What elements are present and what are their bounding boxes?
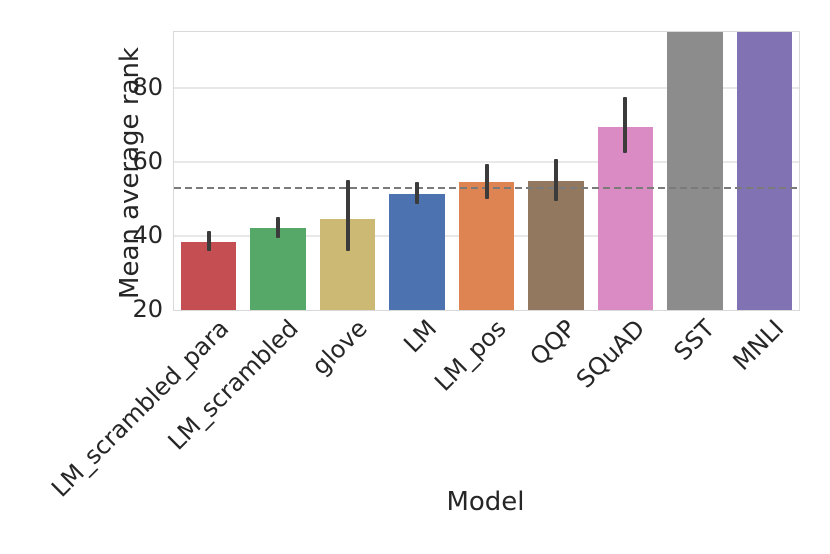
bar-MNLI (736, 32, 793, 310)
x-tick-label-SST: SST (668, 314, 720, 367)
x-tick-label-glove: glove (306, 314, 373, 381)
bar-LM_pos (458, 182, 515, 310)
error-bar-LM_scrambled (276, 216, 281, 239)
error-bar-SQuAD (623, 96, 628, 153)
gridline-y-60 (174, 160, 799, 163)
bar-LM (389, 193, 445, 310)
y-tick-label-40: 40 (132, 220, 163, 249)
y-tick-label-20: 20 (132, 295, 163, 323)
x-tick-label-LM_pos: LM_pos (429, 314, 512, 397)
x-tick-label-SQuAD: SQuAD (571, 314, 651, 394)
x-tick-label-LM_scrambled: LM_scrambled (162, 314, 304, 456)
x-axis-label: Model (446, 487, 525, 517)
error-bar-LM (415, 182, 420, 204)
error-bar-QQP (553, 158, 558, 202)
plot-area (173, 31, 800, 311)
gridline-y-80 (174, 86, 799, 89)
bar-QQP (528, 181, 584, 310)
bar-SST (667, 32, 723, 310)
error-bar-LM_scrambled_para (206, 231, 211, 251)
y-axis-label: Mean average rank (115, 47, 145, 299)
x-tick-label-QQP: QQP (524, 314, 582, 372)
y-tick-label-60: 60 (132, 146, 163, 175)
x-tick-label-LM: LM (398, 314, 443, 359)
bar-LM_scrambled_para (180, 241, 237, 310)
y-tick-label-80: 80 (132, 72, 163, 101)
error-bar-LM_pos (484, 163, 489, 200)
bar-LM_scrambled (250, 228, 306, 310)
bar-SQuAD (597, 126, 654, 310)
x-tick-label-MNLI: MNLI (727, 314, 790, 376)
error-bar-glove (345, 180, 350, 251)
